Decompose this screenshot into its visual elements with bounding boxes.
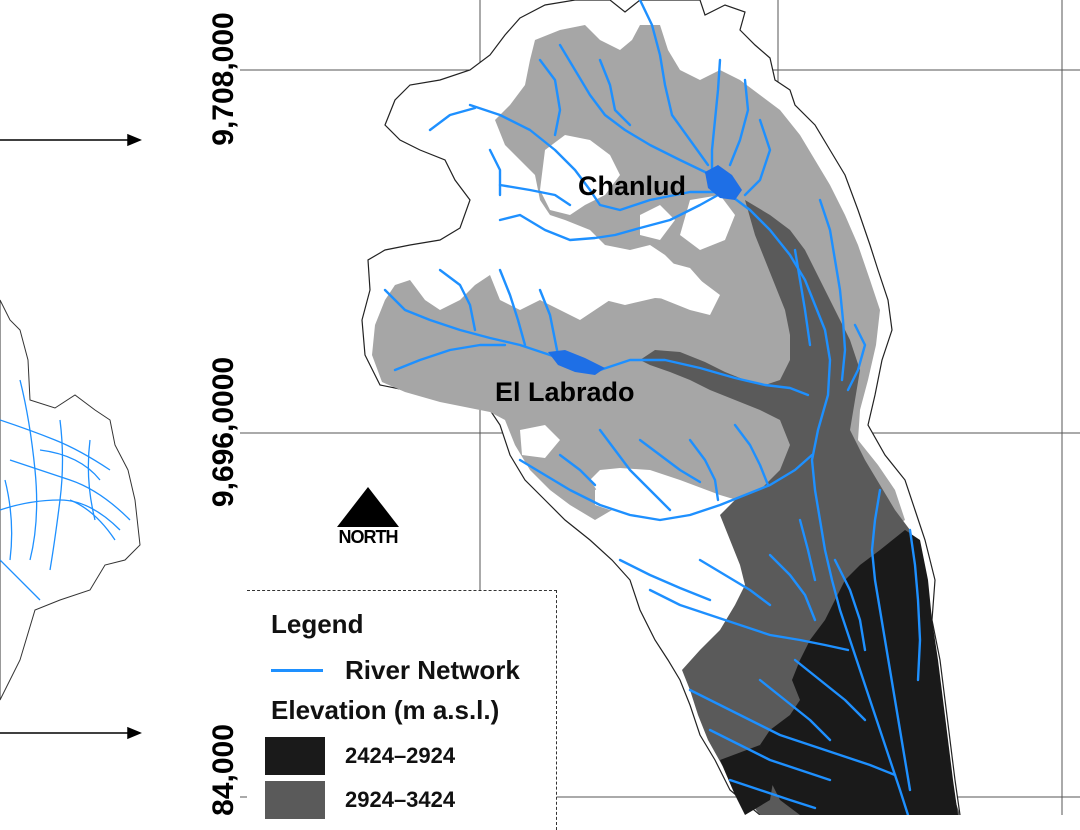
elevation-swatch	[265, 737, 325, 775]
y-coordinate-label-top: 9,708,000	[207, 12, 240, 146]
legend-elevation-class: 2424–2924	[265, 737, 455, 775]
legend-elevation-title: Elevation (m a.s.l.)	[271, 695, 500, 725]
elevation-class-label: 2924–3424	[345, 787, 456, 812]
place-label-chanlud: Chanlud	[578, 171, 686, 201]
legend-title: Legend	[271, 609, 364, 639]
elevation-class-label: 2424–2924	[345, 743, 456, 768]
legend-river-item: River Network	[271, 653, 520, 687]
y-coordinate-label-middle: 9,696,0000	[207, 356, 240, 508]
chanlud-reservoir	[705, 165, 742, 200]
north-arrow-icon	[337, 487, 399, 527]
legend-panel: Legend River Network Elevation (m a.s.l.…	[247, 590, 557, 830]
place-label-el-labrado: El Labrado	[495, 377, 635, 407]
reservoirs	[548, 165, 742, 375]
y-coordinate-label-bottom: 84,000	[207, 724, 240, 816]
north-arrow: NORTH	[333, 485, 403, 551]
el-labrado-reservoir	[548, 350, 605, 375]
river-line-swatch	[271, 668, 323, 672]
north-arrow-label: NORTH	[338, 527, 399, 547]
elevation-swatch	[265, 781, 325, 819]
legend-river-label: River Network	[345, 654, 520, 685]
locator-inset	[0, 133, 142, 740]
legend-elevation-class: 2924–3424	[265, 781, 455, 819]
river-network	[383, 0, 922, 815]
